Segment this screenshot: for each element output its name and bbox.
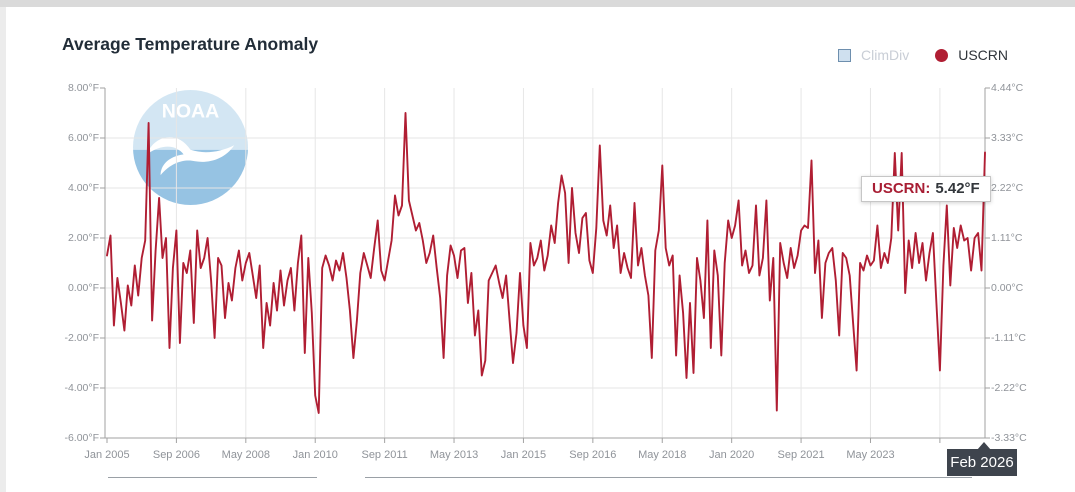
climdiv-square-icon [838, 48, 851, 62]
y-axis-label-f: 0.00°F [67, 282, 99, 294]
crosshair-caret-icon [977, 442, 991, 450]
y-axis-label-c: -1.11°C [991, 332, 1026, 344]
tooltip-series-label: USCRN: [872, 180, 931, 197]
x-axis-label: May 2018 [638, 449, 687, 461]
x-axis-label: May 2023 [846, 449, 895, 461]
x-axis-label: Jan 2020 [709, 449, 755, 461]
hover-tooltip: USCRN: 5.42°F [861, 176, 991, 202]
crosshair-date: Feb 2026 [950, 454, 1014, 471]
chart-legend: ClimDiv USCRN [838, 47, 1008, 63]
y-axis-label-f: 2.00°F [67, 232, 99, 244]
x-axis-label: Sep 2021 [777, 449, 825, 461]
x-axis-label: Sep 2011 [361, 449, 408, 461]
left-border-band [0, 7, 6, 492]
y-axis-label-c: 0.00°C [991, 282, 1024, 294]
x-axis-label: May 2008 [221, 449, 270, 461]
noaa-logo-watermark: NOAA [133, 90, 248, 205]
y-axis-label-c: 4.44°C [991, 82, 1024, 94]
y-axis-label-c: -3.33°C [991, 432, 1027, 444]
y-axis-label-c: 1.11°C [991, 232, 1023, 244]
y-axis-label-f: 4.00°F [67, 182, 99, 194]
x-axis-label: Sep 2016 [569, 449, 617, 461]
legend-label-climdiv: ClimDiv [861, 47, 910, 63]
y-axis-label-c: 3.33°C [991, 132, 1024, 144]
noaa-seagull-icon [146, 137, 235, 176]
y-axis-label-f: -2.00°F [64, 332, 99, 344]
x-axis-label: Sep 2006 [152, 449, 200, 461]
legend-item-uscrn[interactable]: USCRN [935, 47, 1008, 63]
legend-item-climdiv[interactable]: ClimDiv [838, 47, 909, 63]
uscrn-series-line[interactable] [106, 112, 986, 414]
y-axis-label-f: -6.00°F [64, 432, 99, 444]
x-axis-label: Jan 2005 [84, 449, 130, 461]
y-axis-label-f: 8.00°F [67, 82, 99, 94]
uscrn-circle-icon [935, 48, 949, 62]
x-axis-label: May 2013 [429, 449, 479, 461]
y-axis-label-f: -4.00°F [64, 382, 99, 394]
x-axis-label: Jan 2010 [292, 449, 338, 461]
y-axis-label-c: -2.22°C [991, 382, 1027, 394]
lower-divider-right [365, 477, 972, 478]
y-axis-label-c: 2.22°C [991, 182, 1024, 194]
y-axis-label-f: 6.00°F [67, 132, 99, 144]
chart-title: Average Temperature Anomaly [62, 34, 319, 54]
x-crosshair-label: Feb 2026 [947, 442, 1017, 476]
tooltip-value: 5.42°F [935, 180, 980, 197]
x-axis-label: Jan 2015 [500, 449, 547, 461]
legend-label-uscrn: USCRN [958, 47, 1008, 63]
top-border-band [0, 0, 1075, 7]
lower-divider-left [108, 477, 317, 478]
